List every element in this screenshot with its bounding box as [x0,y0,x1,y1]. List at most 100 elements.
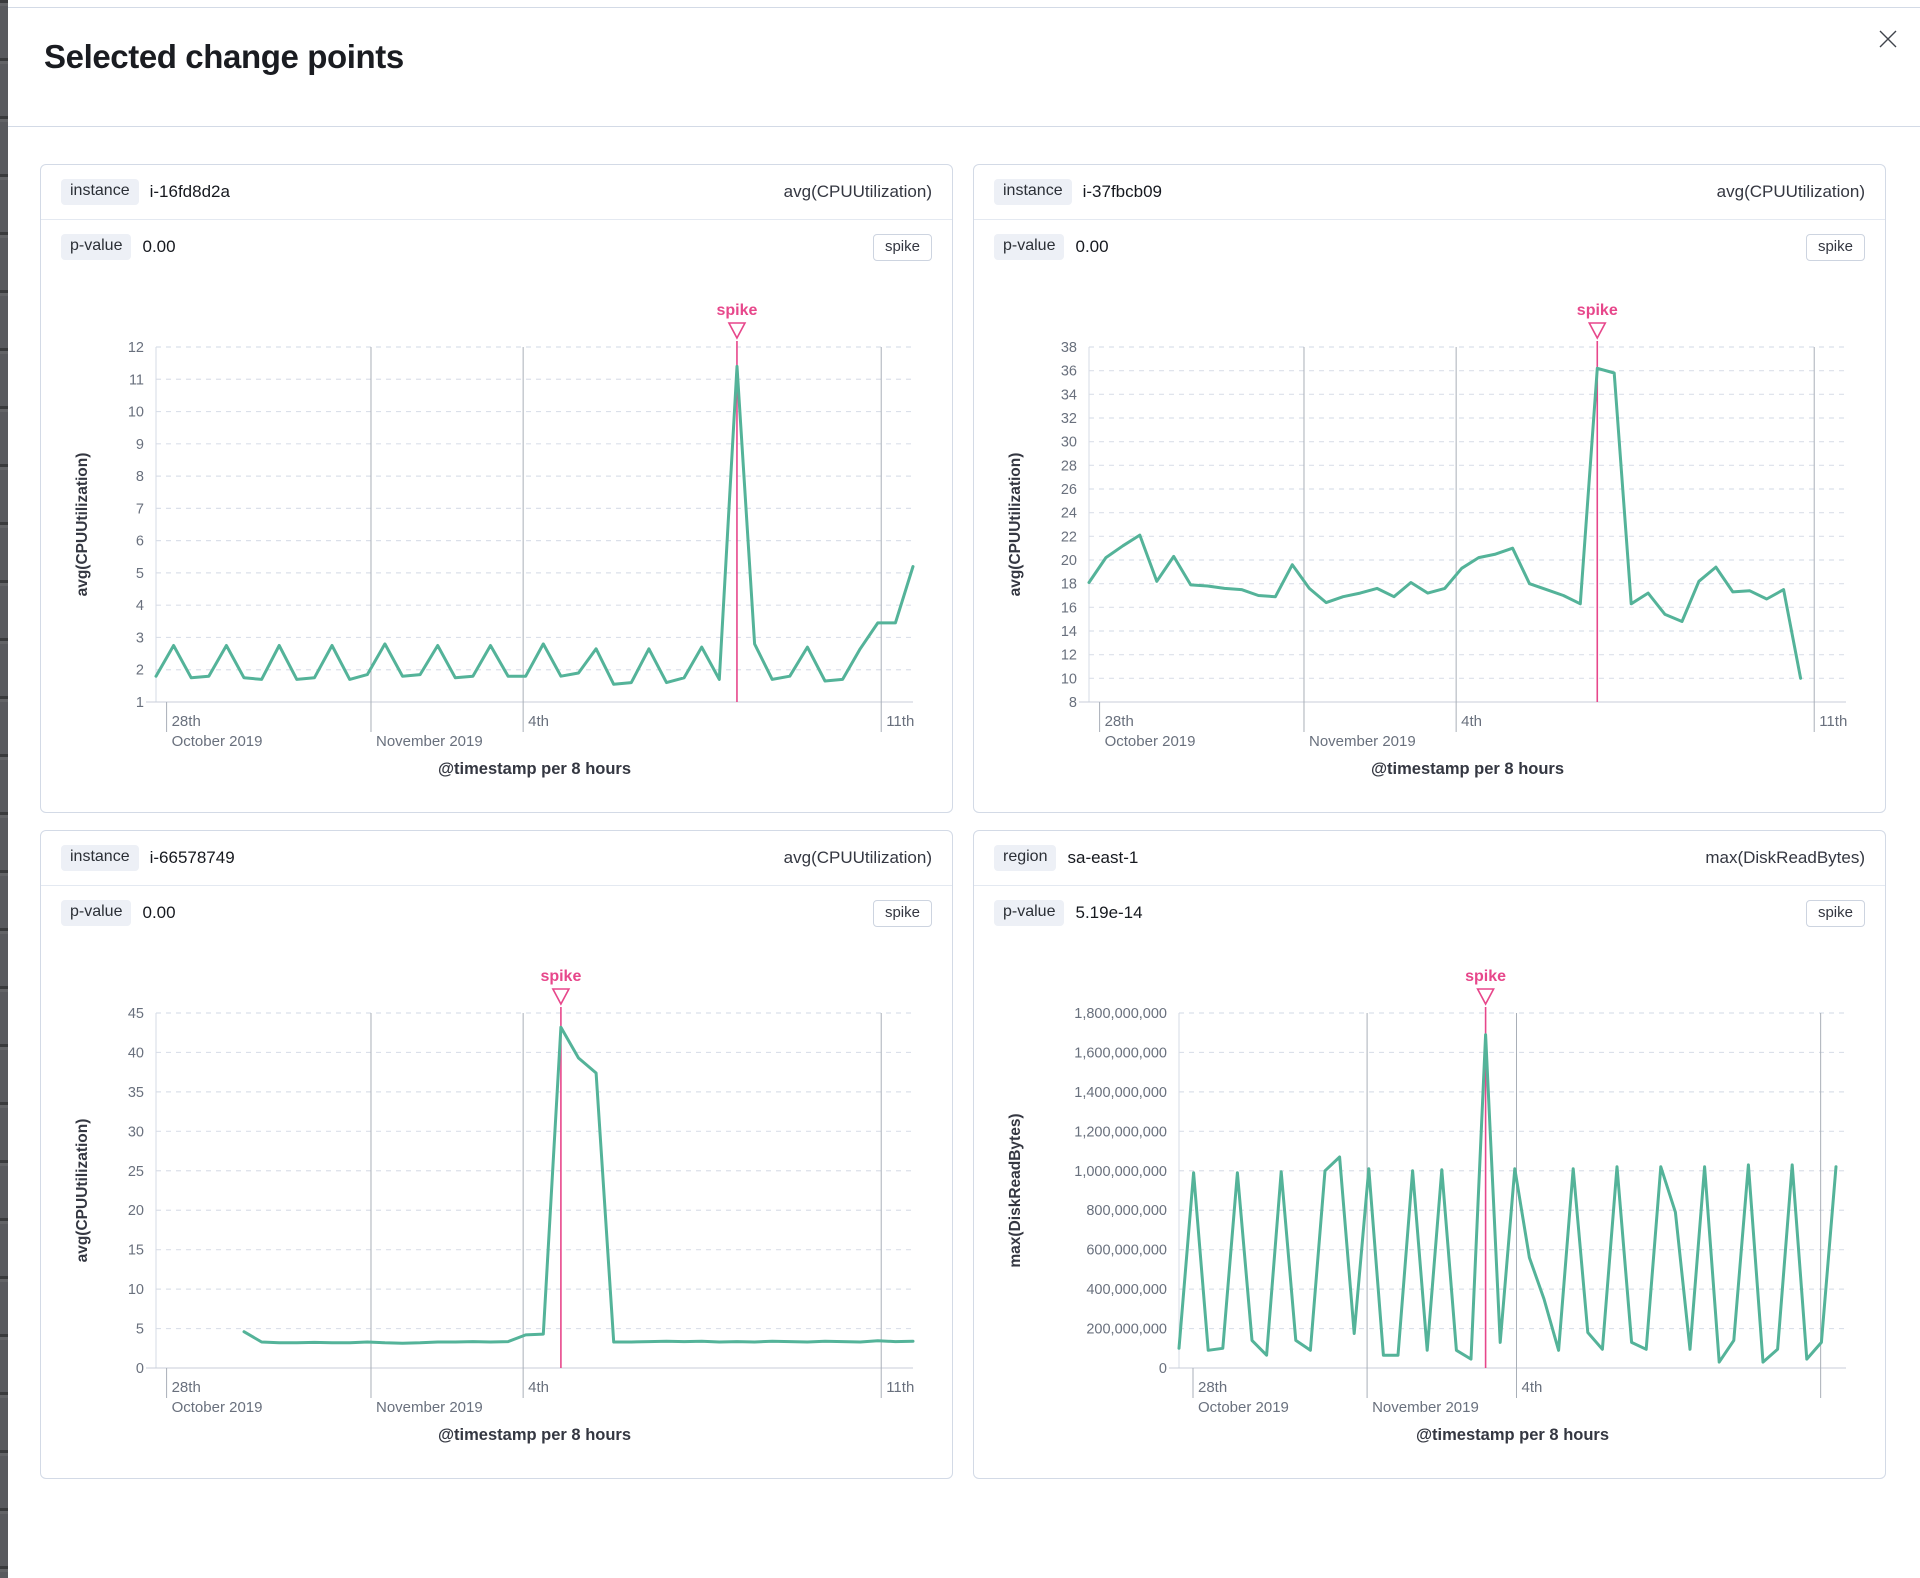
p-value-badge: p-value [61,900,132,926]
series-line [1087,366,1803,680]
svg-text:1,400,000,000: 1,400,000,000 [1074,1085,1167,1101]
field-value: i-37fbcb09 [1082,181,1162,201]
svg-text:40: 40 [128,1045,144,1061]
svg-text:30: 30 [1061,435,1077,451]
svg-text:1,200,000,000: 1,200,000,000 [1074,1124,1167,1140]
svg-text:November 2019: November 2019 [376,733,483,750]
svg-text:0: 0 [136,1361,144,1377]
metric-label: max(DiskReadBytes) [1705,848,1865,867]
y-axis: 0 5 10 15 20 25 30 35 40 45 [128,1006,913,1377]
change-points-flyout: Selected change points instance i-16fd8d… [8,7,1920,1578]
svg-text:8: 8 [136,469,144,485]
svg-text:spike: spike [1577,302,1618,319]
svg-text:14: 14 [1061,624,1077,640]
change-point-panel: instance i-16fd8d2a avg(CPUUtilization) … [40,164,953,813]
panel-subheader: p-value 0.00 spike [41,220,952,274]
svg-text:28th: 28th [172,1379,201,1396]
close-icon [1877,28,1899,53]
metric-label: avg(CPUUtilization) [1716,182,1865,201]
x-axis-title: @timestamp per 8 hours [1371,760,1564,778]
series-line [1177,1033,1838,1364]
svg-text:1,600,000,000: 1,600,000,000 [1074,1045,1167,1061]
change-type-badge: spike [1805,233,1865,261]
p-value-badge: p-value [994,900,1065,926]
svg-text:20: 20 [1061,553,1077,569]
panel-header: region sa-east-1 max(DiskReadBytes) [974,831,1885,886]
p-value-badge: p-value [994,234,1065,260]
x-axis-title: @timestamp per 8 hours [438,1426,631,1444]
svg-text:15: 15 [128,1243,144,1259]
change-point-chart: 1 2 3 4 5 6 7 8 9 10 11 12 November 2019 4th 11th 28th O… [41,274,952,812]
svg-text:800,000,000: 800,000,000 [1086,1203,1167,1219]
change-point-chart: 8 10 12 14 16 18 20 22 24 26 28 30 32 34 36 38 November … [974,274,1885,812]
y-axis: 8 10 12 14 16 18 20 22 24 26 28 30 32 34 36 38 [1061,340,1846,711]
change-point-panel: instance i-37fbcb09 avg(CPUUtilization) … [973,164,1886,813]
p-value: 0.00 [142,902,176,922]
svg-text:28: 28 [1061,458,1077,474]
svg-text:October 2019: October 2019 [1198,1399,1289,1416]
svg-text:4: 4 [136,598,144,614]
panel-header: instance i-16fd8d2a avg(CPUUtilization) [41,165,952,220]
spike-annotation: spike [716,302,758,702]
p-value: 5.19e-14 [1075,902,1143,922]
svg-text:28th: 28th [1198,1379,1227,1396]
svg-text:35: 35 [128,1085,144,1101]
svg-text:1,800,000,000: 1,800,000,000 [1074,1006,1167,1022]
change-point-panels-grid: instance i-16fd8d2a avg(CPUUtilization) … [8,127,1920,1479]
svg-text:28th: 28th [1105,713,1134,730]
x-axis: November 2019 4th 11th 28th October 2019 [1099,347,1847,750]
y-axis-title: avg(CPUUtilization) [74,453,91,597]
series-line [154,364,915,686]
svg-text:5: 5 [136,1322,144,1338]
change-point-chart: 0 5 10 15 20 25 30 35 40 45 November 2019 4th 11th 28… [41,940,952,1478]
svg-text:spike: spike [716,302,757,319]
spike-annotation: spike [1577,302,1618,702]
svg-text:November 2019: November 2019 [1372,1399,1479,1416]
field-label-badge: region [994,845,1057,871]
change-type-badge: spike [872,233,932,261]
svg-text:400,000,000: 400,000,000 [1086,1282,1167,1298]
chart-svg: 8 10 12 14 16 18 20 22 24 26 28 30 32 34 36 38 November … [1007,302,1847,778]
svg-text:1,000,000,000: 1,000,000,000 [1074,1164,1167,1180]
svg-text:9: 9 [136,437,144,453]
metric-label: avg(CPUUtilization) [783,848,932,867]
svg-text:12: 12 [1061,648,1077,664]
svg-text:10: 10 [128,405,144,421]
svg-text:4th: 4th [528,1379,549,1396]
svg-text:11th: 11th [886,1379,914,1396]
svg-text:32: 32 [1061,411,1077,427]
svg-text:5: 5 [136,566,144,582]
field-value: i-16fd8d2a [149,181,230,201]
page-title: Selected change points [44,38,404,75]
field-label-badge: instance [61,845,139,871]
svg-text:October 2019: October 2019 [172,733,263,750]
panel-subheader: p-value 0.00 spike [974,220,1885,274]
x-axis: November 2019 4th 28th October 2019 [1192,1013,1822,1416]
change-type-badge: spike [872,899,932,927]
svg-text:20: 20 [128,1203,144,1219]
change-point-panel: instance i-66578749 avg(CPUUtilization) … [40,830,953,1479]
background-page-strip [0,0,8,1578]
svg-text:11th: 11th [886,713,914,730]
chart-svg: 0 200,000,000 400,000,000 600,000,000 800,00… [1007,968,1846,1444]
svg-text:1: 1 [136,695,144,711]
panel-subheader: p-value 0.00 spike [41,886,952,940]
svg-text:45: 45 [128,1006,144,1022]
svg-text:November 2019: November 2019 [1309,733,1416,750]
svg-text:4th: 4th [528,713,549,730]
svg-text:16: 16 [1061,600,1077,616]
close-button[interactable] [1872,24,1904,56]
svg-text:10: 10 [1061,671,1077,687]
y-axis-title: avg(CPUUtilization) [1007,453,1024,597]
svg-text:4th: 4th [1461,713,1482,730]
panel-header: instance i-37fbcb09 avg(CPUUtilization) [974,165,1885,220]
svg-text:11th: 11th [1819,713,1847,730]
svg-text:October 2019: October 2019 [172,1399,263,1416]
flyout-header: Selected change points [8,8,1920,126]
y-axis-title: avg(CPUUtilization) [74,1119,91,1263]
svg-text:600,000,000: 600,000,000 [1086,1243,1167,1259]
x-axis-title: @timestamp per 8 hours [438,760,631,778]
svg-text:38: 38 [1061,340,1077,356]
panel-header: instance i-66578749 avg(CPUUtilization) [41,831,952,886]
y-axis-title: max(DiskReadBytes) [1007,1113,1024,1267]
